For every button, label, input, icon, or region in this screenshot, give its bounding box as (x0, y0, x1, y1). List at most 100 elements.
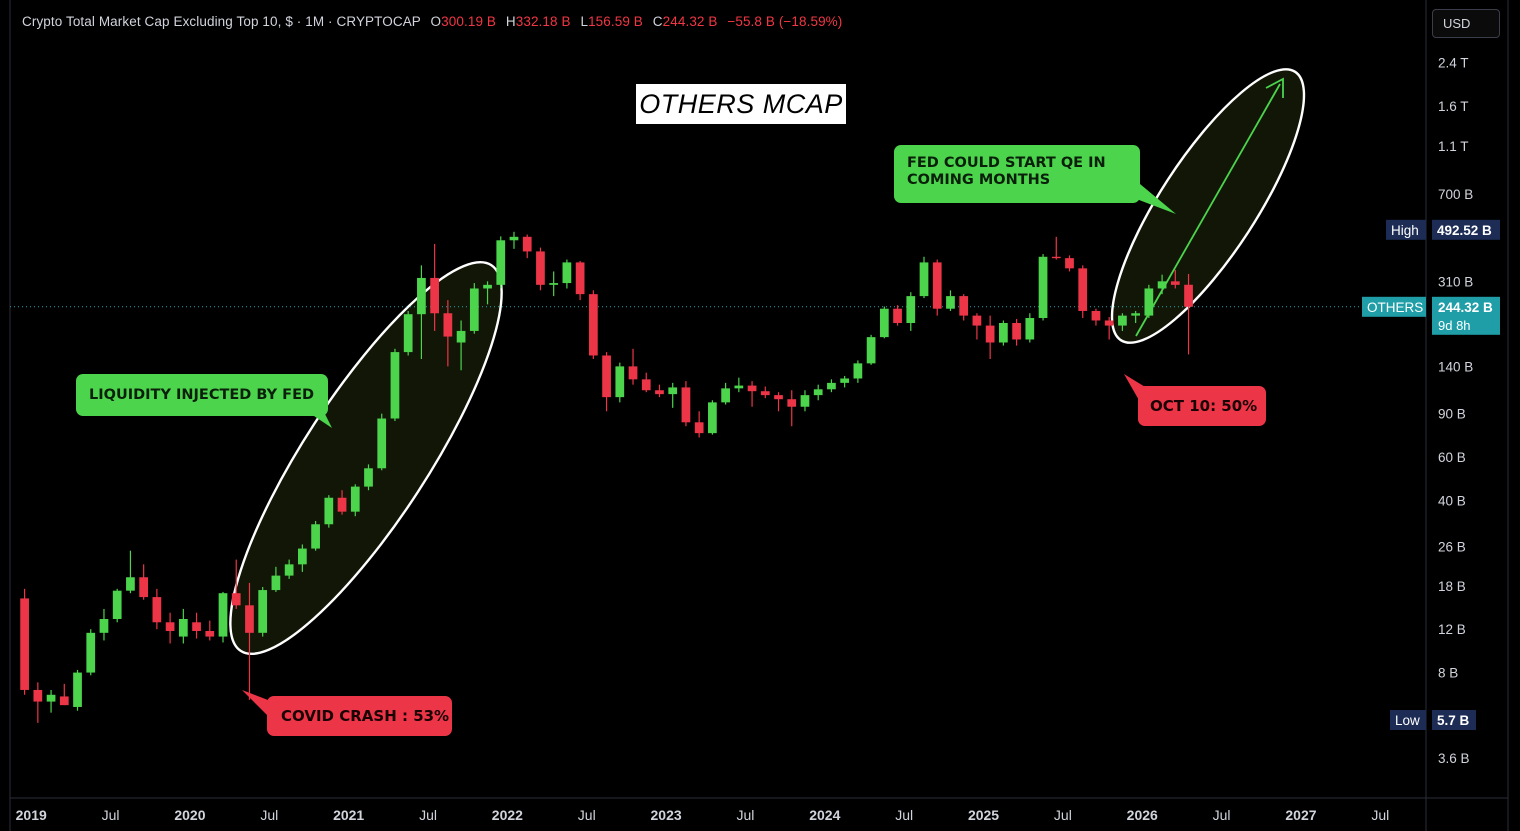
candle (536, 247, 545, 291)
last-tag-label-bg (1362, 296, 1426, 317)
candle (694, 411, 704, 438)
candle-body (59, 696, 69, 706)
high-label: H (505, 14, 516, 29)
price-tick-label: 310 B (1438, 274, 1473, 289)
last-tag-label: OTHERS (1367, 300, 1423, 315)
candle-body (1131, 313, 1140, 316)
time-tick-label: 2024 (809, 807, 840, 823)
currency-button[interactable]: USD (1432, 9, 1500, 38)
candle (721, 382, 730, 405)
candle-body (1170, 281, 1180, 285)
candle-body (469, 288, 479, 331)
chart-title-box: OTHERS MCAP (636, 84, 846, 124)
low-tag-label: Low (1395, 713, 1420, 728)
candle (417, 265, 426, 359)
candle (893, 305, 902, 326)
low-tag-value: 5.7 B (1437, 713, 1470, 728)
price-tags: High 492.52 B OTHERS 244.32 B 9d 8h Low 5.7 B (1362, 219, 1500, 730)
candle (1184, 273, 1193, 355)
candle-body (681, 387, 691, 423)
candle-body (840, 378, 850, 383)
candle-body (496, 240, 506, 285)
candle-body (1038, 256, 1048, 319)
price-tick-label: 1.6 T (1438, 99, 1469, 114)
candle (999, 320, 1008, 346)
candle (231, 559, 241, 609)
candle-body (1144, 288, 1154, 316)
low-value: 156.59 B (588, 14, 643, 29)
chart-frame (9, 0, 1509, 831)
candle (1144, 284, 1154, 319)
candle-body (641, 379, 651, 391)
last-tag-value: 244.32 B (1438, 300, 1493, 315)
candle-body (73, 672, 82, 707)
candle-body (430, 277, 439, 314)
candle (364, 464, 373, 491)
candle (324, 495, 334, 528)
candle-body (694, 422, 704, 434)
bar-countdown: 9d 8h (1438, 318, 1471, 333)
projection-ellipse (1110, 68, 1306, 344)
candle (985, 315, 995, 359)
candle (972, 313, 982, 340)
candle-body (985, 325, 995, 343)
candle-body (1025, 318, 1035, 340)
candle (747, 381, 757, 407)
candle (681, 381, 691, 427)
candle (350, 484, 360, 517)
open-value: 300.19 B (441, 14, 497, 29)
candle (1091, 308, 1101, 326)
candle (787, 390, 797, 427)
candle (165, 612, 175, 644)
open-label: O (430, 14, 442, 29)
candle (192, 612, 201, 639)
candle (73, 669, 82, 711)
candle (708, 400, 717, 435)
candle (615, 362, 625, 403)
candle-body (536, 251, 545, 285)
liquidity-rally-ellipse (229, 260, 503, 656)
candle-body (668, 387, 678, 395)
candle (853, 360, 863, 383)
candle-body (866, 337, 876, 364)
candle-body (258, 590, 268, 633)
candle (271, 566, 281, 592)
high-tag-value: 492.52 B (1437, 223, 1492, 238)
candle (443, 300, 453, 367)
candle-body (271, 575, 281, 591)
candle-body (1157, 281, 1167, 289)
candle-body (377, 418, 387, 469)
projection-arrow-line (1135, 83, 1281, 337)
candle-body (1184, 284, 1193, 307)
candle (469, 283, 479, 334)
candle-body (562, 262, 572, 284)
low-tag-value-bg (1432, 710, 1476, 730)
candle-body (747, 385, 757, 392)
time-tick-label: 2022 (492, 807, 523, 823)
time-axis[interactable]: 2019 Jul 2020 Jul 2021 Jul 2022 Jul 2023 Jul 2024 J… (16, 807, 1390, 823)
time-tick-label: 2026 (1127, 807, 1158, 823)
fed-qe-line-2: COMING MONTHS (907, 172, 1051, 188)
candle-body (20, 598, 29, 690)
candle (906, 292, 916, 331)
candle-body (86, 632, 96, 673)
price-tick-label: 12 B (1438, 622, 1466, 637)
candle-body (205, 630, 215, 637)
candle (919, 256, 929, 299)
candle (298, 544, 307, 572)
close-value: 244.32 B (662, 14, 718, 29)
time-tick-label: Jul (260, 807, 278, 823)
covid-callout-tail (242, 690, 268, 716)
candle-body (588, 294, 598, 356)
price-tick-label: 40 B (1438, 493, 1466, 508)
candle-body (628, 366, 638, 380)
symbol-title: Crypto Total Market Cap Excluding Top 10… (22, 14, 421, 29)
candle-body (1065, 258, 1074, 269)
candle-body (126, 577, 135, 591)
projection-arrow-head (1265, 77, 1284, 98)
price-tick-label: 700 B (1438, 187, 1473, 202)
price-tick-label: 60 B (1438, 450, 1466, 465)
candle (205, 620, 215, 641)
candle-body (165, 622, 175, 631)
